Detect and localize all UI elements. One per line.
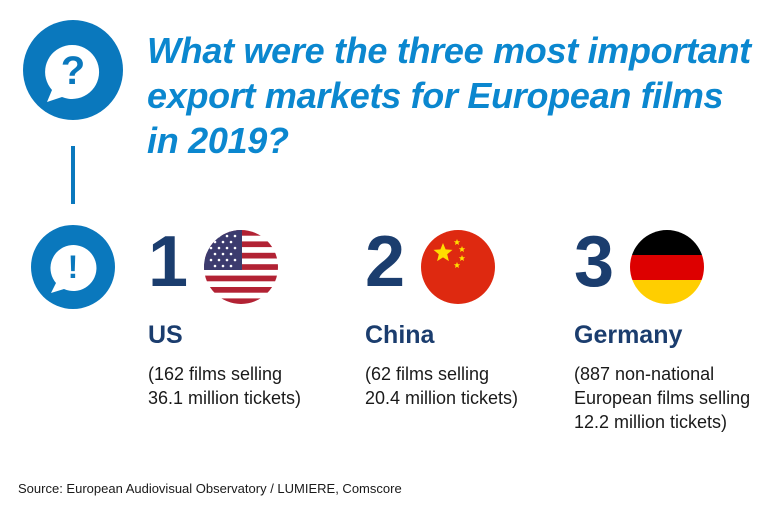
rank-number: 1 xyxy=(148,222,189,302)
china-flag-icon xyxy=(421,230,495,304)
detail-line: (62 films selling xyxy=(365,364,490,384)
detail-line: 20.4 million tickets) xyxy=(365,388,519,408)
germany-flag-icon xyxy=(630,230,704,304)
rank-number: 3 xyxy=(574,222,615,302)
question-heading: What were the three most important expor… xyxy=(147,28,767,163)
us-flag-icon xyxy=(204,230,278,304)
detail-line: European films selling xyxy=(574,388,751,408)
detail-line: (887 non-national xyxy=(574,364,715,384)
country-name: US xyxy=(148,321,183,349)
country-detail: (62 films selling 20.4 million tickets) xyxy=(365,362,585,410)
country-detail: (887 non-national European films selling… xyxy=(574,362,778,434)
connector-line xyxy=(71,146,75,204)
question-line: What were the three most important xyxy=(147,30,751,71)
svg-text:?: ? xyxy=(61,49,85,93)
question-line: in 2019? xyxy=(147,120,289,161)
detail-line: (162 films selling xyxy=(148,364,283,384)
question-line: export markets for European films xyxy=(147,75,724,116)
country-detail: (162 films selling 36.1 million tickets) xyxy=(148,362,368,410)
exclamation-bubble-icon: ! xyxy=(31,225,115,309)
svg-text:!: ! xyxy=(68,249,79,285)
country-name: China xyxy=(365,321,435,349)
question-mark-bubble-icon: ? xyxy=(23,20,123,120)
detail-line: 12.2 million tickets) xyxy=(574,412,728,432)
source-note: Source: European Audiovisual Observatory… xyxy=(18,481,402,496)
country-name: Germany xyxy=(574,321,683,349)
detail-line: 36.1 million tickets) xyxy=(148,388,302,408)
rank-number: 2 xyxy=(365,222,406,302)
